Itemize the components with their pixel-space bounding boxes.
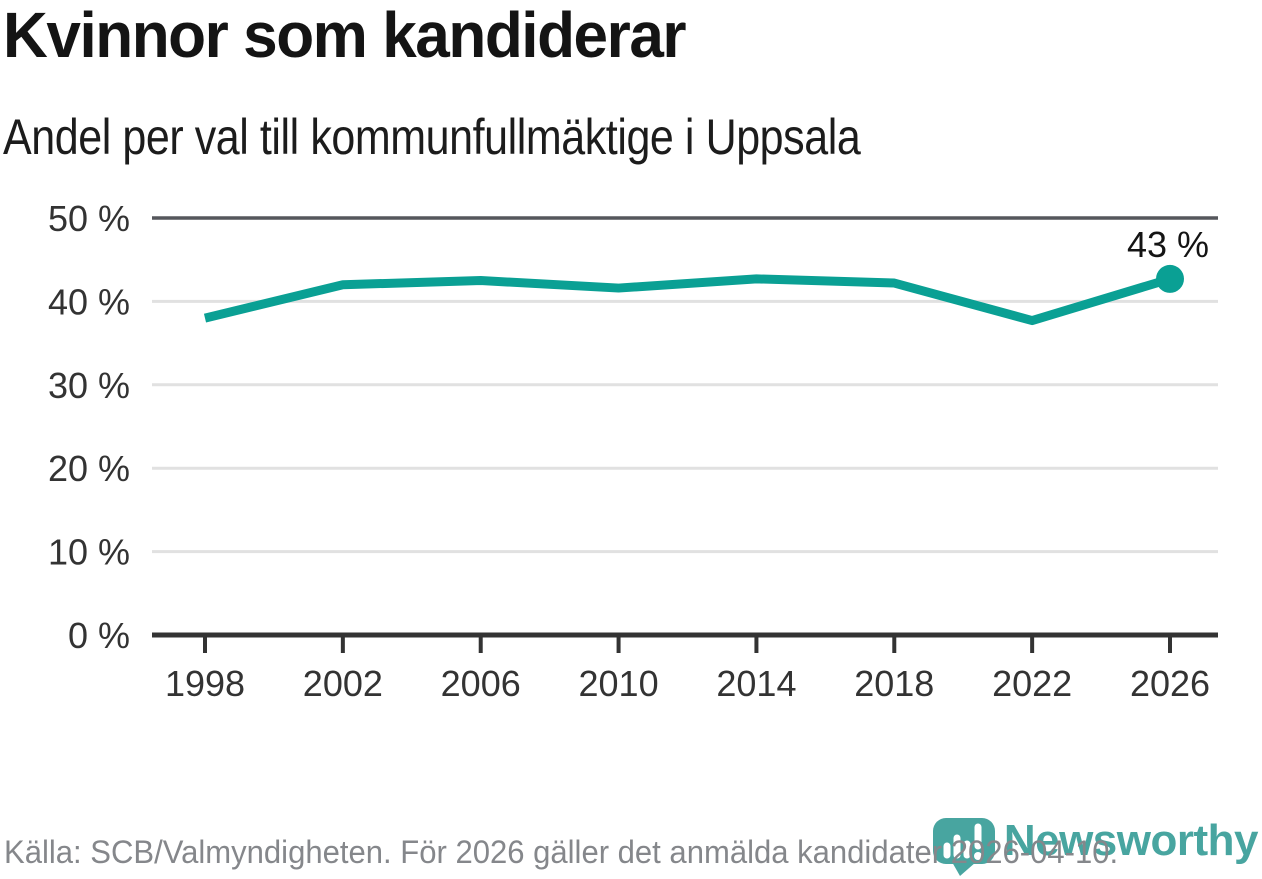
x-axis-label: 2010 (579, 663, 659, 704)
y-axis-label: 50 % (48, 198, 130, 239)
data-line-series (203, 274, 1172, 326)
x-axis-label: 2022 (992, 663, 1072, 704)
chart-subtitle: Andel per val till kommunfullmäktige i U… (3, 109, 861, 165)
speech-bubble-bar-chart-icon (932, 818, 995, 876)
y-axis-label: 10 % (48, 532, 130, 573)
x-axis-label: 2006 (441, 663, 521, 704)
newsworthy-logo: Newsworthy (932, 816, 1259, 877)
y-axis-label: 20 % (48, 448, 130, 489)
x-axis-label: 2026 (1130, 663, 1210, 704)
chart-title: Kvinnor som kandiderar (3, 0, 687, 71)
x-axis-label: 2018 (854, 663, 934, 704)
y-axis-label: 40 % (48, 281, 130, 322)
source-note: Källa: SCB/Valmyndigheten. För 2026 gäll… (4, 834, 1119, 870)
x-axis-label: 1998 (165, 663, 245, 704)
newsworthy-logo-text: Newsworthy (1003, 816, 1259, 865)
y-axis-label: 30 % (48, 365, 130, 406)
end-point-marker (1156, 264, 1184, 293)
y-axis-label: 0 % (68, 615, 130, 656)
end-value-label: 43 % (1127, 224, 1209, 265)
x-axis-label: 2014 (716, 663, 796, 704)
x-axis-label: 2002 (303, 663, 383, 704)
